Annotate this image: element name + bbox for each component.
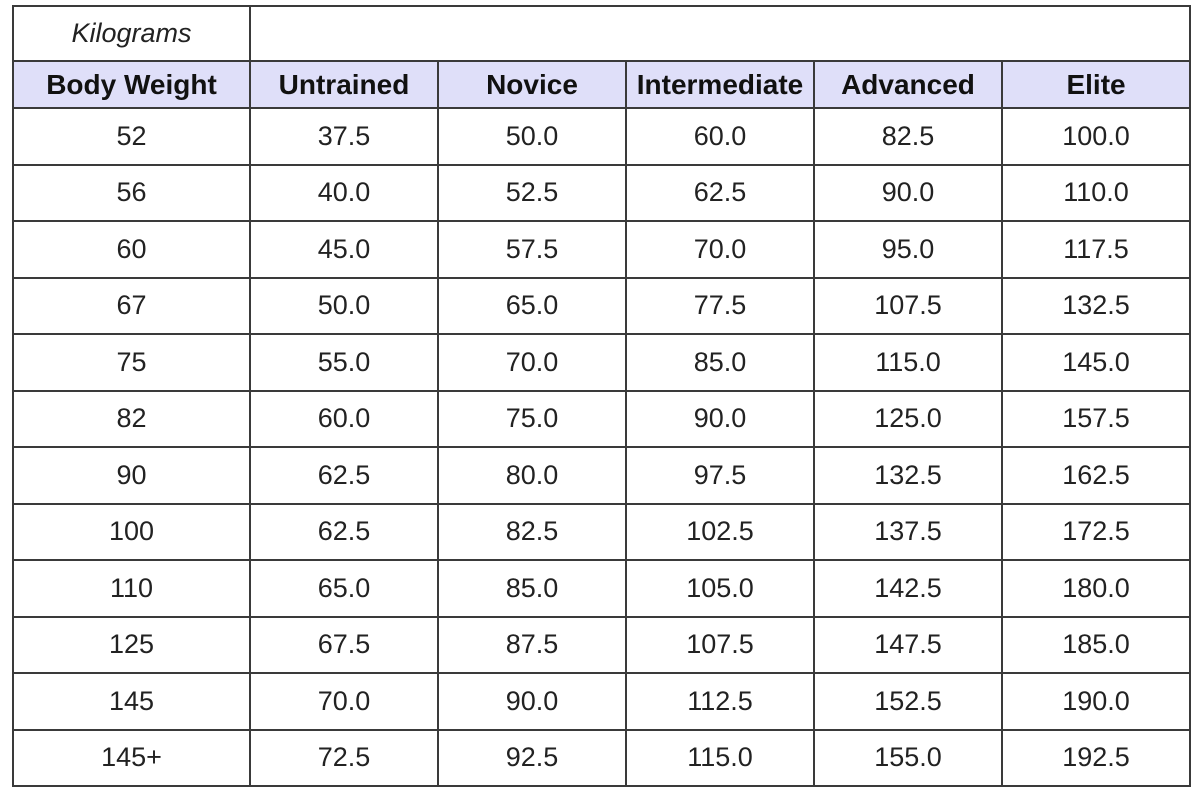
lift-cell: 115.0: [813, 333, 1003, 392]
lift-cell: 117.5: [1000, 220, 1192, 279]
column-header: Body Weight: [12, 60, 251, 109]
body-weight-cell: 82: [12, 389, 251, 448]
data-row: 90 62.5 80.0 97.5 132.5 162.5: [12, 446, 1192, 505]
lift-cell: 50.0: [249, 276, 439, 335]
body-weight-cell: 125: [12, 615, 251, 674]
lift-cell: 147.5: [813, 615, 1003, 674]
lift-cell: 90.0: [625, 389, 815, 448]
lift-cell: 62.5: [625, 163, 815, 222]
lift-cell: 65.0: [249, 559, 439, 618]
body-weight-cell: 90: [12, 446, 251, 505]
data-row: 110 65.0 85.0 105.0 142.5 180.0: [12, 559, 1192, 618]
lift-cell: 60.0: [249, 389, 439, 448]
lift-cell: 50.0: [437, 107, 627, 166]
lift-cell: 152.5: [813, 672, 1003, 731]
lift-cell: 92.5: [437, 728, 627, 787]
lift-cell: 82.5: [813, 107, 1003, 166]
lift-cell: 52.5: [437, 163, 627, 222]
unit-label: Kilograms: [12, 5, 251, 62]
lift-cell: 90.0: [813, 163, 1003, 222]
lift-cell: 185.0: [1000, 615, 1192, 674]
lift-cell: 60.0: [625, 107, 815, 166]
data-row: 60 45.0 57.5 70.0 95.0 117.5: [12, 220, 1192, 279]
lift-cell: 70.0: [249, 672, 439, 731]
lift-cell: 65.0: [437, 276, 627, 335]
data-row: 75 55.0 70.0 85.0 115.0 145.0: [12, 333, 1192, 392]
body-weight-cell: 100: [12, 502, 251, 561]
body-weight-cell: 52: [12, 107, 251, 166]
lift-cell: 142.5: [813, 559, 1003, 618]
body-weight-cell: 145: [12, 672, 251, 731]
lift-cell: 157.5: [1000, 389, 1192, 448]
lift-cell: 75.0: [437, 389, 627, 448]
lift-cell: 125.0: [813, 389, 1003, 448]
column-header: Novice: [437, 60, 627, 109]
lift-cell: 37.5: [249, 107, 439, 166]
column-header: Untrained: [249, 60, 439, 109]
empty-cell: [248, 5, 1192, 62]
lift-cell: 162.5: [1000, 446, 1192, 505]
data-row: 67 50.0 65.0 77.5 107.5 132.5: [12, 276, 1192, 335]
data-row: 56 40.0 52.5 62.5 90.0 110.0: [12, 163, 1192, 222]
lift-cell: 85.0: [625, 333, 815, 392]
lift-cell: 100.0: [1000, 107, 1192, 166]
data-row: 145 70.0 90.0 112.5 152.5 190.0: [12, 672, 1192, 731]
data-row: 145+ 72.5 92.5 115.0 155.0 192.5: [12, 728, 1192, 787]
lift-cell: 102.5: [625, 502, 815, 561]
body-weight-cell: 145+: [12, 728, 251, 787]
lift-cell: 67.5: [249, 615, 439, 674]
table-body: Kilograms Body Weight Untrained Novice Inte…: [12, 5, 1192, 787]
table-container: Kilograms Body Weight Untrained Novice Inte…: [12, 5, 1192, 787]
lift-cell: 57.5: [437, 220, 627, 279]
lift-cell: 95.0: [813, 220, 1003, 279]
lift-cell: 190.0: [1000, 672, 1192, 731]
lift-cell: 132.5: [1000, 276, 1192, 335]
lift-cell: 172.5: [1000, 502, 1192, 561]
lift-cell: 77.5: [625, 276, 815, 335]
lift-cell: 192.5: [1000, 728, 1192, 787]
lift-cell: 40.0: [249, 163, 439, 222]
lift-cell: 62.5: [249, 502, 439, 561]
column-header: Elite: [1000, 60, 1192, 109]
lift-cell: 70.0: [625, 220, 815, 279]
lift-cell: 97.5: [625, 446, 815, 505]
lift-cell: 80.0: [437, 446, 627, 505]
lift-cell: 72.5: [249, 728, 439, 787]
lift-cell: 107.5: [625, 615, 815, 674]
body-weight-cell: 75: [12, 333, 251, 392]
strength-table: Kilograms Body Weight Untrained Novice Inte…: [12, 5, 1192, 787]
lift-cell: 55.0: [249, 333, 439, 392]
body-weight-cell: 110: [12, 559, 251, 618]
lift-cell: 62.5: [249, 446, 439, 505]
data-row: 82 60.0 75.0 90.0 125.0 157.5: [12, 389, 1192, 448]
data-row: 52 37.5 50.0 60.0 82.5 100.0: [12, 107, 1192, 166]
lift-cell: 107.5: [813, 276, 1003, 335]
header-row: Body Weight Untrained Novice Intermediate Ad…: [12, 60, 1192, 109]
lift-cell: 70.0: [437, 333, 627, 392]
lift-cell: 137.5: [813, 502, 1003, 561]
lift-cell: 82.5: [437, 502, 627, 561]
lift-cell: 45.0: [249, 220, 439, 279]
body-weight-cell: 60: [12, 220, 251, 279]
data-row: 125 67.5 87.5 107.5 147.5 185.0: [12, 615, 1192, 674]
lift-cell: 145.0: [1000, 333, 1192, 392]
lift-cell: 155.0: [813, 728, 1003, 787]
lift-cell: 90.0: [437, 672, 627, 731]
data-row: 100 62.5 82.5 102.5 137.5 172.5: [12, 502, 1192, 561]
lift-cell: 87.5: [437, 615, 627, 674]
lift-cell: 105.0: [625, 559, 815, 618]
lift-cell: 85.0: [437, 559, 627, 618]
body-weight-cell: 67: [12, 276, 251, 335]
column-header: Intermediate: [625, 60, 815, 109]
column-header: Advanced: [813, 60, 1003, 109]
lift-cell: 115.0: [625, 728, 815, 787]
lift-cell: 132.5: [813, 446, 1003, 505]
lift-cell: 110.0: [1000, 163, 1192, 222]
lift-cell: 112.5: [625, 672, 815, 731]
body-weight-cell: 56: [12, 163, 251, 222]
lift-cell: 180.0: [1000, 559, 1192, 618]
unit-row: Kilograms: [12, 5, 1192, 62]
